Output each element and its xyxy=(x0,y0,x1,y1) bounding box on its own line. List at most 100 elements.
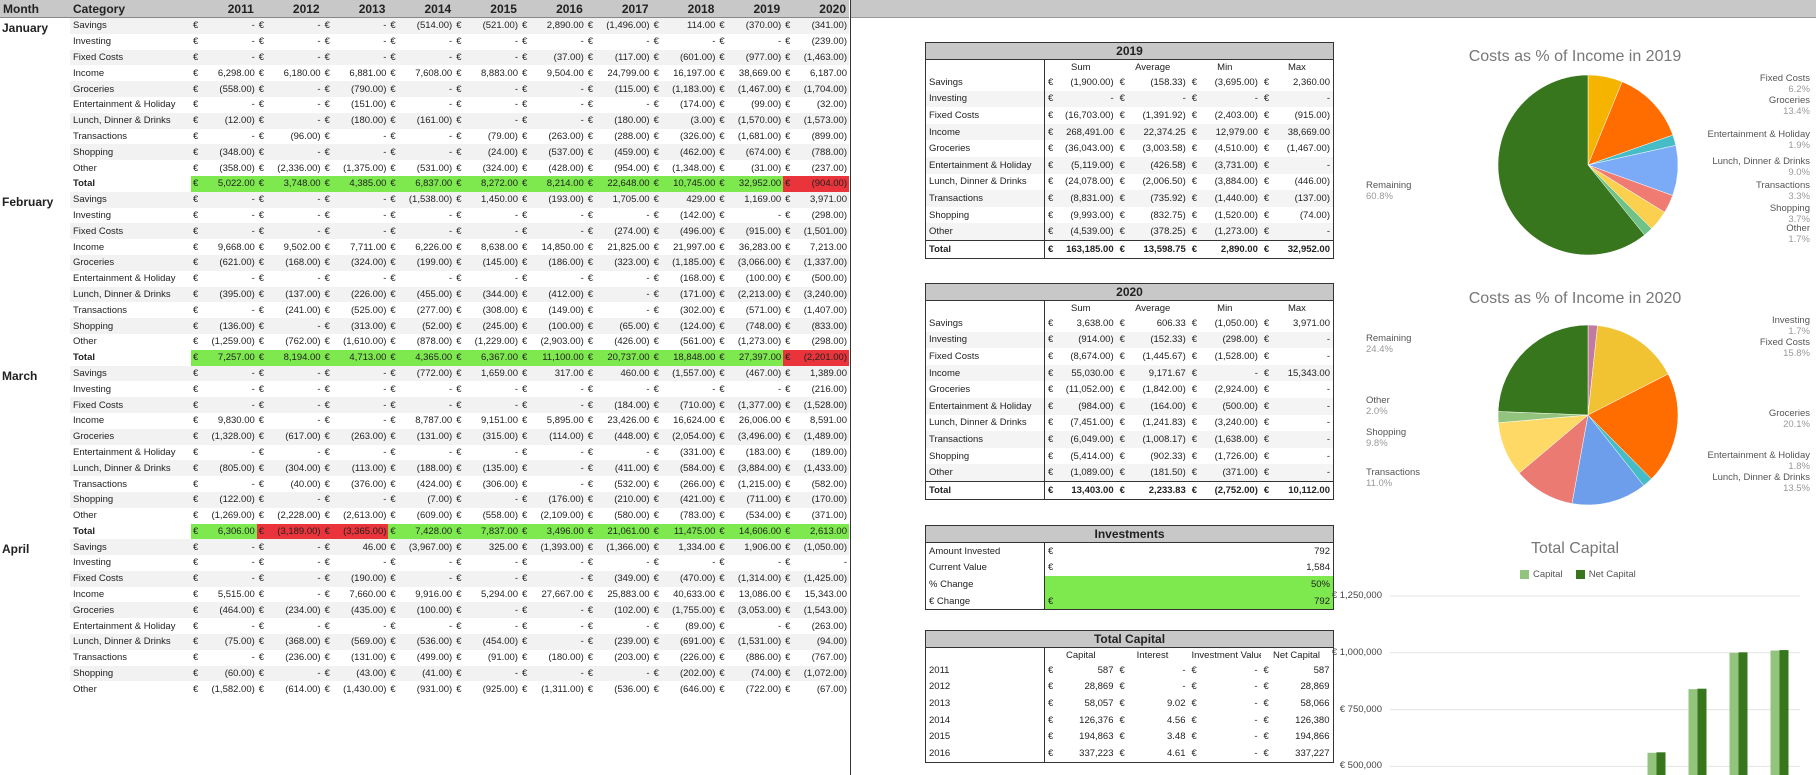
value-cell[interactable]: € - xyxy=(388,223,455,240)
value-cell[interactable]: € (711.00) xyxy=(717,491,784,508)
value-cell[interactable]: € (448.00) xyxy=(585,428,652,445)
summary-value[interactable]: €15,343.00 xyxy=(1260,364,1333,382)
value-cell[interactable]: € (180.00) xyxy=(585,112,652,129)
summary-value[interactable]: €9,171.67 xyxy=(1116,364,1189,382)
value-cell[interactable]: € - xyxy=(257,97,323,113)
summary-value[interactable]: € (8,674.00) xyxy=(1045,348,1117,365)
value-cell[interactable]: €5,294.00 xyxy=(454,587,520,603)
value-cell[interactable]: € - xyxy=(257,445,323,461)
investment-value[interactable]: €792 xyxy=(1044,592,1333,610)
value-cell[interactable]: € - xyxy=(388,618,454,634)
summary-value[interactable]: €163,185.00 xyxy=(1044,239,1117,258)
value-cell[interactable]: €460.00 xyxy=(585,365,652,382)
value-cell[interactable]: € (37.00) xyxy=(519,49,586,66)
summary-value[interactable]: €268,491.00 xyxy=(1044,123,1117,141)
summary-value[interactable]: € (1,726.00) xyxy=(1189,448,1261,465)
value-cell[interactable]: € (3,884.00) xyxy=(717,460,784,477)
value-cell[interactable]: € (459.00) xyxy=(585,144,652,161)
summary-value[interactable]: € (446.00) xyxy=(1261,174,1333,191)
value-cell[interactable]: € (1,215.00) xyxy=(717,476,783,492)
summary-value[interactable]: € (164.00) xyxy=(1116,397,1189,415)
value-cell[interactable]: € - xyxy=(191,49,257,66)
value-cell[interactable]: € - xyxy=(322,191,389,208)
summary-value[interactable]: € (832.75) xyxy=(1117,207,1189,224)
value-cell[interactable]: € (2,228.00) xyxy=(257,508,323,524)
value-cell[interactable]: € (691.00) xyxy=(651,634,718,650)
capital-value[interactable]: €587 xyxy=(1261,662,1333,679)
value-cell[interactable]: € - xyxy=(454,49,520,66)
value-cell[interactable]: € (124.00) xyxy=(651,318,718,334)
value-cell[interactable]: € (344.00) xyxy=(454,286,520,303)
summary-value[interactable]: € (1,467.00) xyxy=(1261,140,1333,157)
total-cell-positive[interactable]: €6,306.00 xyxy=(191,523,257,540)
total-cell-positive[interactable]: €3,496.00 xyxy=(519,523,586,540)
total-cell-positive[interactable]: €2,613.00 xyxy=(783,523,849,540)
summary-value[interactable]: € (1,273.00) xyxy=(1188,223,1261,241)
value-cell[interactable]: € (464.00) xyxy=(191,602,257,619)
summary-value[interactable]: € (36,043.00) xyxy=(1045,140,1117,157)
value-cell[interactable]: € - xyxy=(520,208,586,224)
value-cell[interactable]: € (348.00) xyxy=(191,144,257,161)
value-cell[interactable]: € (580.00) xyxy=(586,508,652,524)
value-cell[interactable]: € (131.00) xyxy=(388,428,455,445)
value-cell[interactable]: € (188.00) xyxy=(388,460,455,477)
value-cell[interactable]: € - xyxy=(520,445,586,461)
value-cell[interactable]: € (1,185.00) xyxy=(651,254,718,271)
value-cell[interactable]: € (151.00) xyxy=(323,97,389,113)
value-cell[interactable]: € (370.00) xyxy=(717,17,784,34)
value-cell[interactable]: € - xyxy=(586,34,652,50)
value-cell[interactable]: € - xyxy=(454,445,520,461)
value-cell[interactable]: € (514.00) xyxy=(388,17,455,34)
total-cell-positive[interactable]: €5,022.00 xyxy=(191,175,257,192)
value-cell[interactable]: € (3,967.00) xyxy=(388,539,455,556)
value-cell[interactable]: €38,669.00 xyxy=(717,65,783,81)
value-cell[interactable]: € (376.00) xyxy=(323,476,389,492)
value-cell[interactable]: €21,825.00 xyxy=(586,239,652,255)
value-cell[interactable]: € (805.00) xyxy=(191,460,257,477)
total-cell-negative[interactable]: € (2,201.00) xyxy=(783,349,849,366)
value-cell[interactable]: € - xyxy=(256,191,323,208)
value-cell[interactable]: € (263.00) xyxy=(783,618,849,634)
value-cell[interactable]: € (266.00) xyxy=(652,476,718,492)
value-cell[interactable]: € - xyxy=(323,271,389,287)
value-cell[interactable]: € - xyxy=(520,271,586,287)
value-cell[interactable]: € (1,755.00) xyxy=(651,602,718,619)
value-cell[interactable]: € - xyxy=(256,144,323,161)
bar-net-capital-2017[interactable] xyxy=(1656,752,1666,775)
value-cell[interactable]: € - xyxy=(191,208,257,224)
value-cell[interactable]: € (79.00) xyxy=(454,129,520,145)
summary-value[interactable]: € (6,049.00) xyxy=(1044,431,1117,448)
total-cell-positive[interactable]: €21,061.00 xyxy=(585,523,652,540)
value-cell[interactable]: € - xyxy=(388,97,454,113)
value-cell[interactable]: €21,997.00 xyxy=(652,239,718,255)
value-cell[interactable]: € - xyxy=(257,271,323,287)
value-cell[interactable]: € (236.00) xyxy=(257,650,323,666)
bar-net-capital-2018[interactable] xyxy=(1697,688,1707,775)
capital-value[interactable]: € - xyxy=(1189,679,1261,696)
value-cell[interactable]: € - xyxy=(519,223,586,240)
value-cell[interactable]: € (7.00) xyxy=(388,491,455,508)
value-cell[interactable]: € (308.00) xyxy=(454,302,520,318)
summary-value[interactable]: € (1,050.00) xyxy=(1189,315,1261,332)
value-cell[interactable]: € (1,538.00) xyxy=(388,191,455,208)
value-cell[interactable]: € - xyxy=(257,555,323,571)
value-cell[interactable]: €25,883.00 xyxy=(586,587,652,603)
value-cell[interactable]: € (368.00) xyxy=(256,634,323,650)
value-cell[interactable]: € (1,582.00) xyxy=(191,681,257,697)
summary-value[interactable]: € (9,993.00) xyxy=(1045,207,1117,224)
value-cell[interactable]: € (91.00) xyxy=(454,650,520,666)
value-cell[interactable]: € - xyxy=(454,491,520,508)
summary-value[interactable]: € (5,414.00) xyxy=(1045,448,1117,465)
value-cell[interactable]: € (234.00) xyxy=(256,602,323,619)
value-cell[interactable]: € (226.00) xyxy=(652,650,718,666)
value-cell[interactable]: €7,213.00 xyxy=(783,239,849,255)
value-cell[interactable]: € (99.00) xyxy=(717,97,783,113)
value-cell[interactable]: €9,151.00 xyxy=(454,413,520,429)
value-cell[interactable]: € (326.00) xyxy=(652,129,718,145)
summary-value[interactable]: € (2,752.00) xyxy=(1188,480,1261,499)
pie-slice-lunch-dinner-drinks[interactable] xyxy=(1571,414,1645,506)
summary-value[interactable]: € (4,539.00) xyxy=(1044,223,1117,241)
value-cell[interactable]: € (161.00) xyxy=(388,112,455,129)
total-cell-positive[interactable]: €4,713.00 xyxy=(322,349,389,366)
value-cell[interactable]: € - xyxy=(586,381,652,397)
